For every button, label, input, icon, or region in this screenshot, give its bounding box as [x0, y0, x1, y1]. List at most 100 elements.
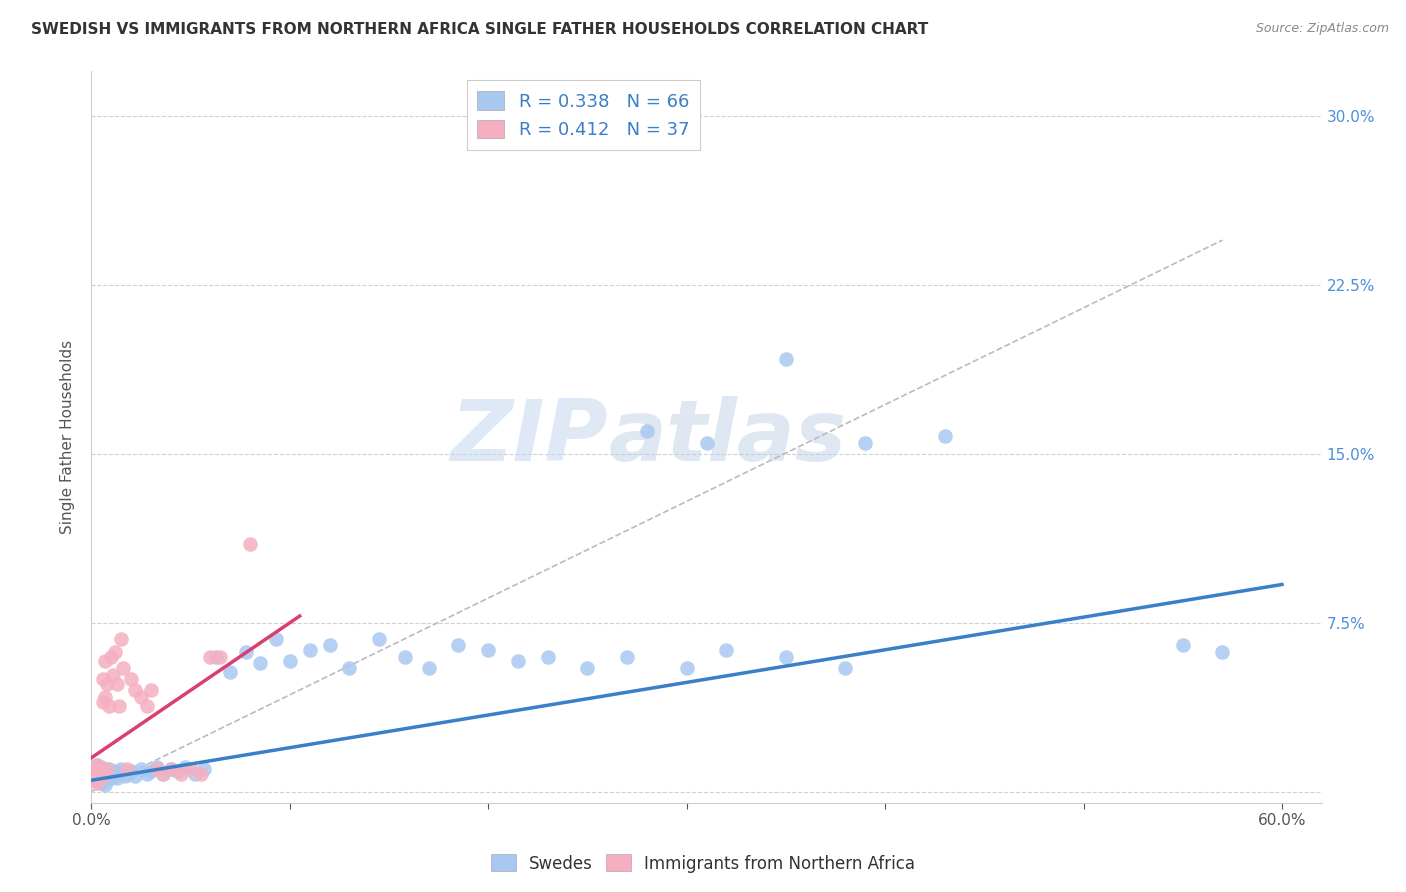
Point [100, 771, 122, 785]
Point [136, 766, 159, 780]
Point [775, 352, 797, 367]
Point [219, 665, 242, 680]
Point [298, 642, 321, 657]
Point [129, 690, 152, 704]
Point [159, 762, 181, 776]
Point [96, 676, 118, 690]
Point [91, 771, 114, 785]
Text: ZIP: ZIP [450, 395, 607, 479]
Legend: R = 0.338   N = 66, R = 0.412   N = 37: R = 0.338 N = 66, R = 0.412 N = 37 [467, 80, 700, 150]
Point [84, 762, 107, 776]
Point [205, 649, 228, 664]
Point [94, 766, 117, 780]
Point [368, 632, 391, 646]
Point [115, 766, 138, 780]
Point [183, 766, 205, 780]
Point [695, 435, 717, 450]
Text: SWEDISH VS IMMIGRANTS FROM NORTHERN AFRICA SINGLE FATHER HOUSEHOLDS CORRELATION : SWEDISH VS IMMIGRANTS FROM NORTHERN AFRI… [31, 22, 928, 37]
Point [84, 762, 107, 776]
Point [1171, 638, 1194, 652]
Point [675, 661, 697, 675]
Point [105, 771, 128, 785]
Point [636, 425, 658, 439]
Point [576, 661, 599, 675]
Point [249, 657, 271, 671]
Point [146, 762, 169, 776]
Point [853, 435, 876, 450]
Point [110, 762, 132, 776]
Point [90, 771, 112, 785]
Point [120, 672, 142, 686]
Point [91, 762, 114, 776]
Point [86, 757, 108, 772]
Point [98, 762, 121, 776]
Point [264, 632, 287, 646]
Point [84, 771, 107, 785]
Point [239, 537, 262, 551]
Point [89, 769, 111, 783]
Point [129, 762, 152, 776]
Point [82, 766, 104, 780]
Point [96, 764, 118, 779]
Point [235, 645, 257, 659]
Point [418, 661, 440, 675]
Text: Source: ZipAtlas.com: Source: ZipAtlas.com [1256, 22, 1389, 36]
Point [159, 762, 181, 776]
Point [193, 762, 215, 776]
Y-axis label: Single Father Households: Single Father Households [60, 340, 76, 534]
Point [278, 654, 301, 668]
Point [91, 694, 114, 708]
Point [447, 638, 470, 652]
Point [775, 649, 797, 664]
Point [96, 773, 118, 788]
Point [98, 699, 121, 714]
Point [136, 699, 159, 714]
Point [91, 672, 114, 686]
Point [84, 773, 107, 788]
Point [120, 764, 142, 779]
Point [90, 775, 112, 789]
Point [98, 769, 121, 783]
Point [394, 649, 416, 664]
Point [200, 649, 222, 664]
Point [86, 757, 108, 772]
Point [180, 762, 202, 776]
Point [103, 769, 125, 783]
Point [114, 769, 136, 783]
Point [94, 778, 117, 792]
Point [104, 645, 127, 659]
Point [170, 766, 193, 780]
Point [139, 683, 162, 698]
Point [716, 642, 738, 657]
Point [105, 676, 128, 690]
Legend: Swedes, Immigrants from Northern Africa: Swedes, Immigrants from Northern Africa [484, 847, 922, 880]
Point [96, 762, 118, 776]
Point [90, 762, 112, 776]
Point [139, 764, 162, 779]
Point [94, 690, 117, 704]
Point [104, 764, 127, 779]
Point [1211, 645, 1233, 659]
Point [616, 649, 638, 664]
Point [100, 766, 122, 780]
Point [100, 649, 122, 664]
Point [152, 766, 174, 780]
Point [86, 773, 108, 788]
Point [337, 661, 360, 675]
Point [90, 760, 112, 774]
Point [86, 775, 108, 789]
Point [537, 649, 560, 664]
Point [152, 766, 174, 780]
Point [318, 638, 340, 652]
Point [94, 654, 117, 668]
Point [934, 429, 956, 443]
Point [115, 762, 138, 776]
Point [190, 766, 212, 780]
Point [108, 699, 131, 714]
Point [103, 667, 125, 681]
Point [89, 766, 111, 780]
Point [173, 760, 195, 774]
Point [209, 649, 232, 664]
Point [89, 764, 111, 779]
Point [834, 661, 856, 675]
